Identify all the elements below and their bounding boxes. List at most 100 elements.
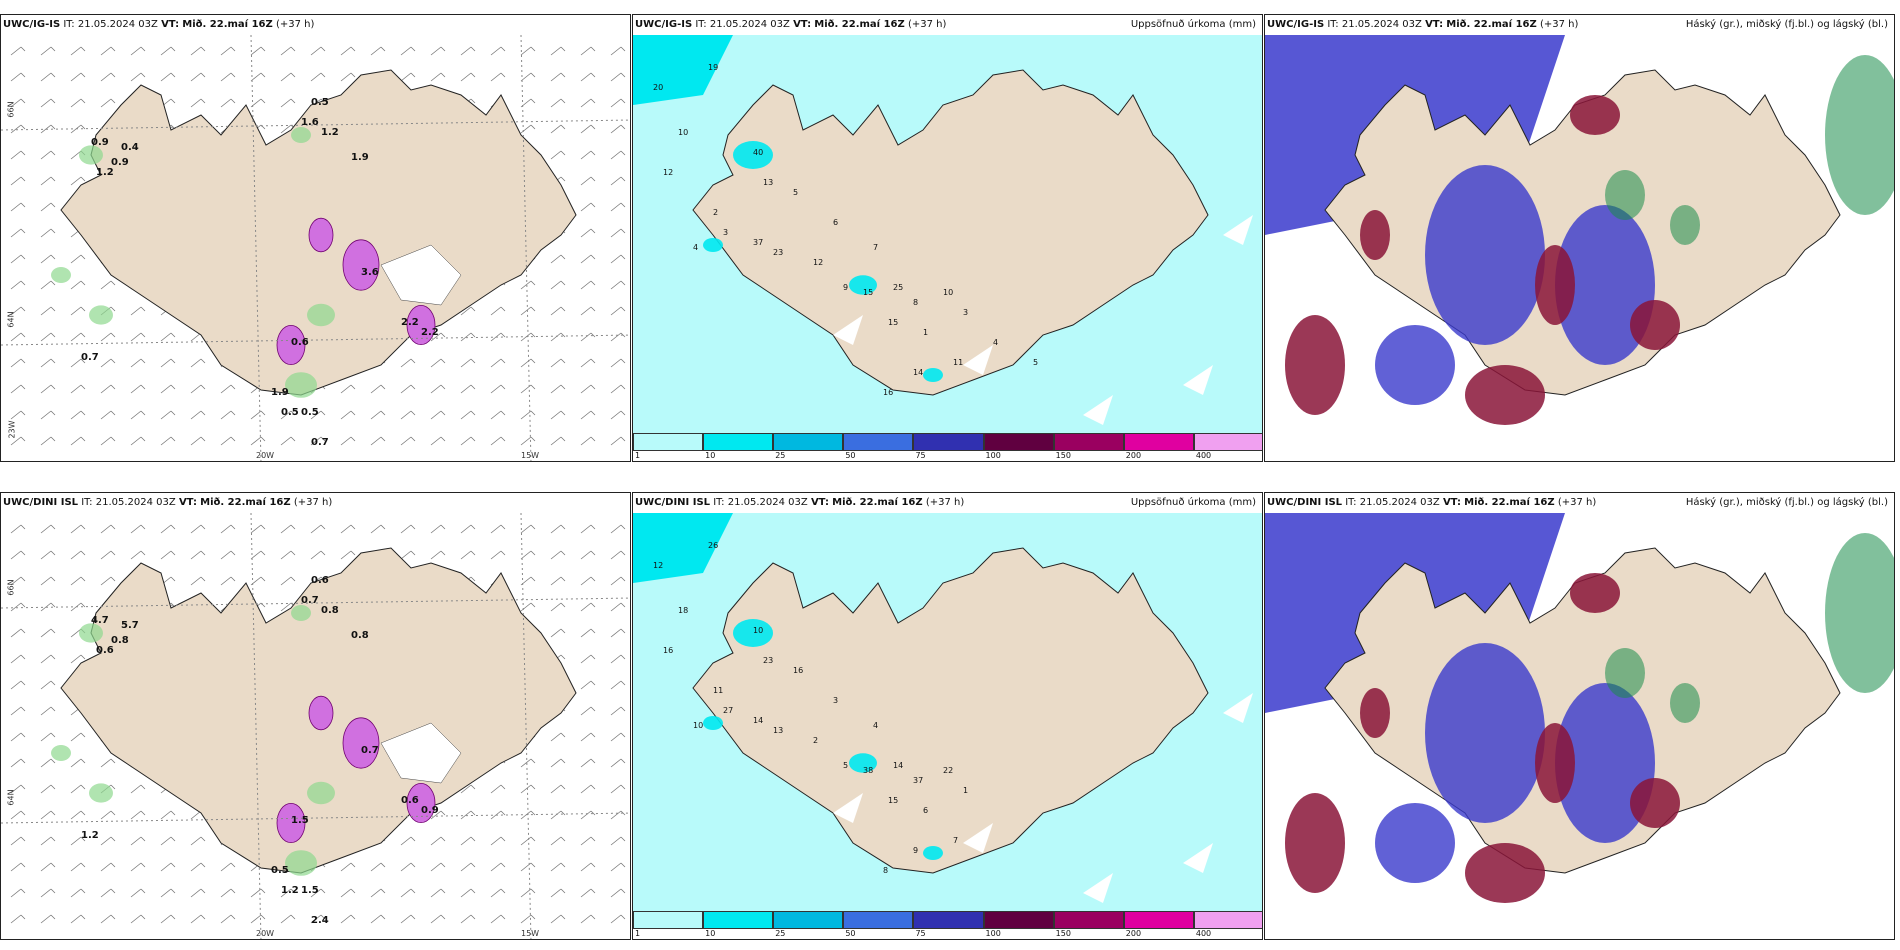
wind-barb [580,550,596,560]
precip-value: 15 [863,288,873,297]
wind-barb [460,810,476,820]
mid-cloud [1465,843,1545,903]
wind-barb [40,784,56,794]
wind-barb [310,888,326,898]
precip-value: 15 [888,318,898,327]
max-gust-label: 0.8 [351,630,369,641]
dry-area [1183,843,1213,873]
wind-barb [550,836,566,846]
model-name: UWC/DINI ISL [3,497,79,508]
wind-barb [160,384,176,394]
wind-barb [430,550,446,560]
wind-barb [10,254,26,264]
wind-barb [40,862,56,872]
wind-barb [520,124,536,134]
wind-barb [580,862,596,872]
wind-barb [160,836,176,846]
wind-barb [130,306,146,316]
colorbar-tick: 50 [845,929,856,938]
wind-barb [460,72,476,82]
wind-barb [580,46,596,56]
wind-barb [580,384,596,394]
wind-barb [70,98,86,108]
wind-barb [190,72,206,82]
wind-barb [70,306,86,316]
wind-barb [550,332,566,342]
wind-barb [10,862,26,872]
wind-barb [460,862,476,872]
max-gust-label: 0.5 [311,97,329,108]
colorbar-segment [1053,433,1124,451]
convective-cell [276,324,306,365]
valid-label: VT: [1442,497,1461,508]
wind-barb [430,810,446,820]
wind-barb [550,576,566,586]
wind-barb [160,410,176,420]
valid-label: VT: [178,497,197,508]
precip-value: 10 [943,288,953,297]
wind-barb [580,124,596,134]
wind-barb [220,384,236,394]
wind-barb [130,550,146,560]
wind-barb [190,98,206,108]
panel-header: UWC/DINI ISL IT: 21.05.2024 03Z VT: Mið.… [3,497,332,508]
precip-value: 14 [913,368,923,377]
wind-barb [10,706,26,716]
precip-value: 11 [953,358,963,367]
wind-barb [400,914,416,924]
precip-value: 11 [713,686,723,695]
max-gust-label: 1.6 [301,117,319,128]
wind-barb [460,306,476,316]
colorbar-tick: 100 [985,929,1001,938]
wind-barb [400,46,416,56]
lead-time: (+37 h) [907,19,947,30]
wind-barb [10,550,26,560]
wind-barb [100,888,116,898]
wind-barb [580,914,596,924]
high-cloud [1825,55,1894,215]
init-label: IT: [63,19,75,30]
wind-barb [70,784,86,794]
wind-barb [550,254,566,264]
heavy-precip [633,35,733,105]
wind-barb [520,384,536,394]
valid-time: Mið. 22.maí 16Z [182,19,273,30]
precip-max [849,753,877,773]
wind-barb [10,654,26,664]
wind-barb [520,524,536,534]
max-gust-label: 1.2 [96,167,114,178]
wind-barb [100,410,116,420]
wind-barb [190,862,206,872]
wind-barb [70,436,86,446]
wind-barb [190,550,206,560]
precip-value: 2 [813,736,818,745]
wind-barb [10,836,26,846]
wind-barb [460,332,476,342]
wind-barb [40,358,56,368]
colorbar-tick: 1 [635,451,641,460]
wind-barb [100,758,116,768]
mid-cloud [1535,723,1575,803]
wind-barb [340,46,356,56]
wind-barb [100,914,116,924]
wind-barb [100,384,116,394]
map-canvas: 0.9 0.40.91.20.51.61.21.90.60.70.73.62.22… [1,35,630,461]
low-cloud [1425,643,1545,823]
longitude-line [520,35,532,461]
precip-max [923,368,943,382]
wind-barb [160,862,176,872]
wind-barb [460,524,476,534]
wind-barb [460,46,476,56]
wind-barb [70,888,86,898]
precip-value: 13 [773,726,783,735]
wind-barb [40,202,56,212]
wind-barb [250,46,266,56]
init-time: 21.05.2024 03Z [709,19,790,30]
max-gust-label: 0.6 [96,645,114,656]
precip-value: 23 [773,248,783,257]
wind-barb [520,550,536,560]
mid-cloud [1285,315,1345,415]
wind-barb [130,810,146,820]
wind-barb [550,124,566,134]
wind-barb [550,888,566,898]
